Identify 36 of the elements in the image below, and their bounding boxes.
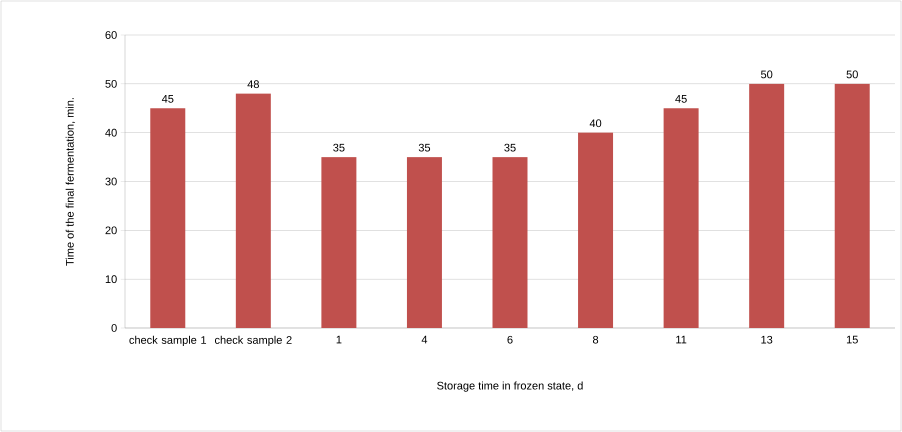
bar <box>492 157 528 328</box>
data-label: 35 <box>504 144 516 152</box>
x-tick-label: 11 <box>676 336 686 344</box>
x-tick-label: 1 <box>336 336 342 344</box>
bar <box>664 108 699 328</box>
data-label: 35 <box>333 144 345 152</box>
data-label: 40 <box>590 119 602 128</box>
y-tick-label: 40 <box>105 128 117 137</box>
x-tick-label: 15 <box>846 336 858 344</box>
y-tick-label: 50 <box>105 80 117 88</box>
bar <box>236 94 271 328</box>
data-label: 50 <box>760 70 772 78</box>
x-tick-label: 4 <box>422 336 428 344</box>
bar <box>834 84 870 328</box>
y-tick-label: 0 <box>112 324 117 332</box>
y-tick-label: 10 <box>106 275 117 284</box>
y-tick-label: 20 <box>106 226 117 234</box>
x-tick-label: 6 <box>508 336 513 344</box>
bar <box>749 84 784 328</box>
data-label: 48 <box>247 80 259 88</box>
y-tick-label: 30 <box>105 178 117 186</box>
data-label: 35 <box>418 144 430 152</box>
data-label: 50 <box>846 70 858 78</box>
y-axis-title: Time of the final fermentation, min. <box>66 98 76 266</box>
data-label: 45 <box>162 95 174 103</box>
bar <box>578 132 614 328</box>
bar <box>150 108 186 328</box>
x-tick-label: 13 <box>761 336 772 344</box>
data-label: 45 <box>675 95 687 103</box>
x-tick-label: check sample 1 <box>129 336 206 346</box>
bar <box>321 157 356 328</box>
y-tick-label: 60 <box>106 31 117 39</box>
x-tick-label: 8 <box>592 336 598 344</box>
x-tick-label: check sample 2 <box>214 336 292 346</box>
x-axis-title: Storage time in frozen state, d <box>437 381 583 392</box>
bar <box>406 157 442 328</box>
